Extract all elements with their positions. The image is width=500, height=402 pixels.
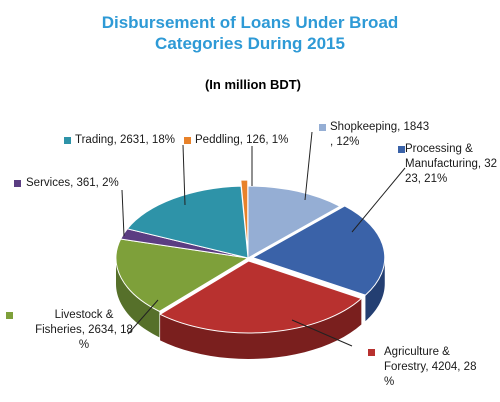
leader-line-shopkeeping — [304, 131, 313, 201]
pie-layer — [115, 179, 386, 359]
label-text-processing-1: Manufacturing, 32 — [405, 158, 497, 170]
data-label-peddling: Peddling, 126, 1% — [184, 134, 288, 186]
label-swatch-services — [14, 180, 21, 187]
label-text-processing-0: Processing & — [405, 143, 473, 155]
label-text-peddling-0: Peddling, 126, 1% — [195, 134, 288, 146]
label-text-livestock-2: % — [79, 339, 89, 351]
leader-line-processing — [351, 167, 406, 233]
leader-line-livestock — [127, 299, 159, 335]
label-text-agriculture-2: % — [384, 376, 394, 388]
pie-slice-processing — [251, 205, 386, 296]
label-swatch-peddling — [184, 137, 191, 144]
pie-slice-agriculture — [159, 260, 363, 334]
chart-title-line-2: Categories During 2015 — [155, 34, 345, 53]
data-label-shopkeeping: Shopkeeping, 1843 , 12% — [304, 121, 429, 201]
label-text-livestock-0: Livestock & — [55, 309, 114, 321]
label-swatch-agriculture — [368, 349, 375, 356]
data-label-trading: Trading, 2631, 18% — [64, 134, 186, 206]
label-text-trading-0: Trading, 2631, 18% — [75, 134, 175, 146]
label-text-agriculture-1: Forestry, 4204, 28 — [384, 361, 476, 373]
label-text-processing-2: 23, 21% — [405, 173, 447, 185]
label-layer: Shopkeeping, 1843 , 12% Processing & Manufa… — [6, 121, 497, 388]
chart-title-line-1: Disbursement of Loans Under Broad — [102, 13, 399, 32]
leader-line-agriculture — [291, 319, 353, 347]
label-swatch-livestock — [6, 312, 13, 319]
data-label-services: Services, 361, 2% — [14, 177, 125, 237]
leader-line-services — [121, 189, 125, 237]
leader-line-trading — [182, 144, 186, 206]
label-swatch-processing — [398, 146, 405, 153]
data-label-livestock: Livestock & Fisheries, 2634, 18% — [6, 299, 159, 351]
pie-side-processing — [365, 257, 385, 322]
pie-slice-trading — [126, 185, 249, 259]
label-text-shopkeeping-0: Shopkeeping, 1843 — [330, 121, 429, 133]
pie-slice-peddling — [240, 179, 249, 253]
data-label-processing: Processing & Manufacturing, 32 23, 21% — [351, 143, 497, 233]
data-label-agriculture: Agriculture & Forestry, 4204, 28% — [291, 319, 476, 388]
pie-side-agriculture — [160, 298, 362, 359]
pie-slice-shopkeeping — [247, 185, 342, 259]
label-text-livestock-1: Fisheries, 2634, 18 — [35, 324, 133, 336]
label-text-agriculture-0: Agriculture & — [384, 346, 450, 358]
label-swatch-trading — [64, 137, 71, 144]
label-text-services-0: Services, 361, 2% — [26, 177, 119, 189]
pie-slice-livestock — [115, 238, 250, 312]
chart-subtitle: (In million BDT) — [205, 77, 301, 92]
label-text-shopkeeping-1: , 12% — [330, 136, 359, 148]
label-swatch-shopkeeping — [319, 124, 326, 131]
